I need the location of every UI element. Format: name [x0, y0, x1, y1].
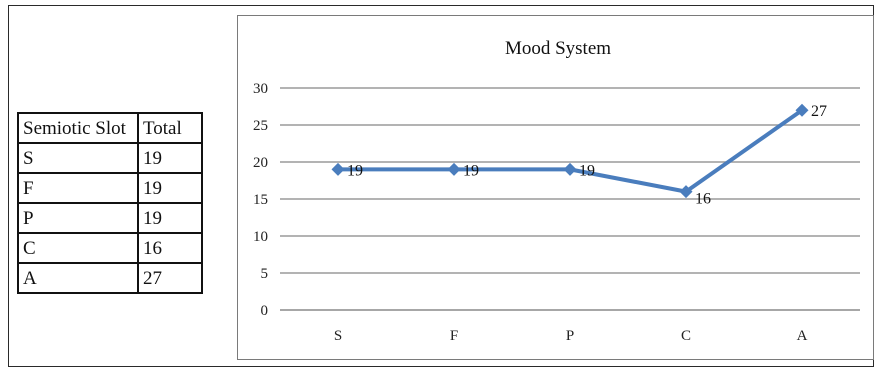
line-chart: Mood System 0 5 10 15 20 25 30 S F P C A 19 19 19 16 27: [253, 38, 860, 344]
x-tick-label: A: [797, 328, 808, 344]
x-tick-label: C: [681, 328, 691, 344]
table-header-slot: Semiotic Slot: [17, 112, 139, 144]
y-tick-label: 30: [253, 81, 268, 97]
table-header-row: Semiotic Slot Total: [17, 112, 203, 144]
table-cell-slot: F: [17, 172, 139, 204]
data-label: 27: [811, 103, 827, 120]
chart-container: Mood System 0 5 10 15 20 25 30 S F P C A 19 19 19 16 27: [237, 15, 874, 360]
table-cell-slot: P: [17, 202, 139, 234]
table-cell-slot: C: [17, 232, 139, 264]
y-tick-label: 5: [261, 266, 269, 282]
y-tick-label: 15: [253, 192, 268, 208]
data-table: Semiotic Slot Total S 19 F 19 P 19 C 16 …: [17, 112, 203, 294]
data-label: 16: [695, 191, 711, 208]
table-row: C 16: [17, 232, 203, 264]
data-label: 19: [347, 162, 363, 179]
table-header-total: Total: [137, 112, 203, 144]
table-cell-slot: S: [17, 142, 139, 174]
x-tick-label: S: [334, 328, 342, 344]
table-row: A 27: [17, 262, 203, 294]
data-label: 19: [463, 162, 479, 179]
data-label: 19: [579, 162, 595, 179]
data-point-marker: [679, 185, 693, 199]
table-cell-total: 19: [137, 202, 203, 234]
table-row: F 19: [17, 172, 203, 204]
y-tick-label: 10: [253, 229, 268, 245]
data-point-marker: [795, 103, 809, 117]
table-row: S 19: [17, 142, 203, 174]
data-point-marker: [331, 162, 345, 176]
series-line: [338, 108, 804, 194]
chart-title: Mood System: [505, 38, 611, 59]
y-tick-label: 20: [253, 155, 268, 171]
table-row: P 19: [17, 202, 203, 234]
table-cell-slot: A: [17, 262, 139, 294]
x-tick-label: F: [450, 328, 458, 344]
x-tick-label: P: [566, 328, 574, 344]
table-cell-total: 16: [137, 232, 203, 264]
data-table-container: Semiotic Slot Total S 19 F 19 P 19 C 16 …: [17, 112, 203, 294]
y-tick-label: 0: [261, 303, 269, 319]
table-cell-total: 27: [137, 262, 203, 294]
y-tick-label: 25: [253, 118, 268, 134]
table-cell-total: 19: [137, 172, 203, 204]
data-point-marker: [563, 162, 577, 176]
table-cell-total: 19: [137, 142, 203, 174]
data-point-marker: [447, 162, 461, 176]
